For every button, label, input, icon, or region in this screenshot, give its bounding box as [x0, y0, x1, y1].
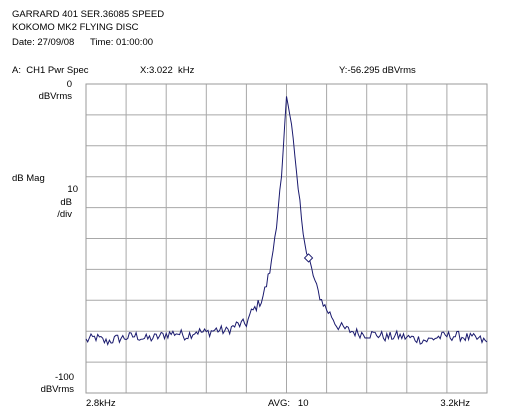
plot-frame — [85, 83, 488, 394]
y-scale-value: 10 — [67, 184, 78, 195]
x-readout: X:3.022 kHz — [140, 65, 195, 76]
marker-diamond — [303, 253, 314, 263]
x-start-label: 2.8kHz — [86, 398, 116, 409]
y-quantity-label: dB Mag — [12, 173, 45, 184]
title-line-2: KOKOMO MK2 FLYING DISC — [12, 22, 139, 33]
date-label: Date: 27/09/08 — [12, 37, 75, 48]
title-line-1: GARRARD 401 SER.36085 SPEED — [12, 9, 165, 20]
spectrum-trace — [85, 96, 488, 346]
x-end-label: 3.2kHz — [440, 398, 470, 409]
trace-marker — [303, 253, 314, 263]
y-bottom-unit: dBVrms — [40, 384, 74, 395]
trace-label: A: CH1 Pwr Spec — [12, 65, 89, 76]
y-bottom-value: -100 — [54, 372, 74, 383]
y-top-value: 0 — [66, 79, 72, 90]
time-label: Time: 01:00:00 — [90, 37, 154, 48]
y-scale-per: /div — [57, 209, 72, 220]
y-top-unit: dBVrms — [38, 91, 72, 102]
avg-label: AVG: 10 — [268, 398, 309, 409]
y-readout: Y:-56.295 dBVrms — [339, 65, 416, 76]
grid-lines — [86, 84, 487, 393]
y-scale-unit: dB — [60, 197, 72, 208]
